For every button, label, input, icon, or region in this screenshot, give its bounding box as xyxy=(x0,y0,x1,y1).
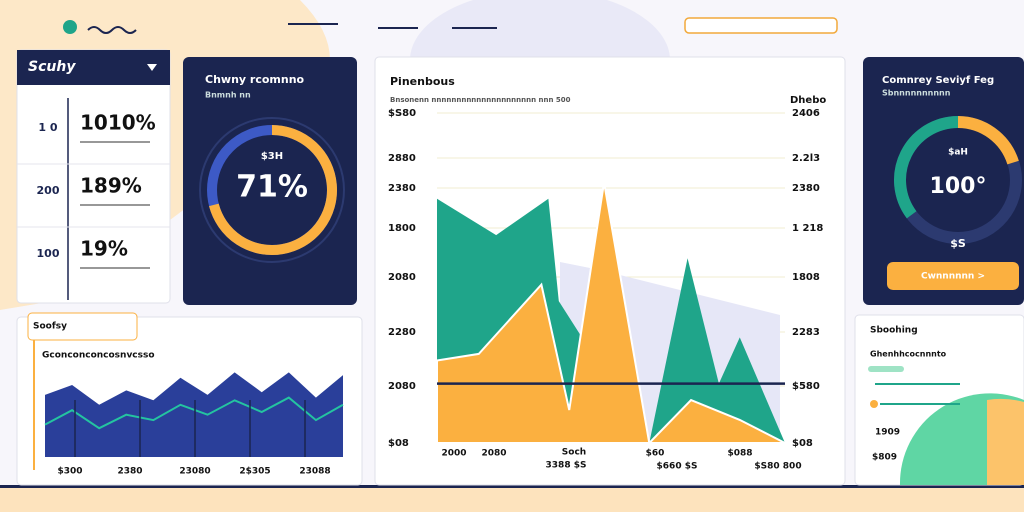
label: 2080 xyxy=(388,381,416,392)
label: 2080 xyxy=(388,272,416,283)
donut-ring xyxy=(199,117,345,263)
label: 71% xyxy=(236,170,308,205)
card xyxy=(863,57,1024,305)
label: $809 xyxy=(872,453,897,463)
label: Gconconconcosnvcsso xyxy=(42,351,155,361)
search-box[interactable] xyxy=(684,17,838,34)
label: $580 xyxy=(792,381,820,392)
label: 2380 xyxy=(388,183,416,194)
dropdown-arrow[interactable] xyxy=(147,64,157,71)
card-header xyxy=(17,50,170,85)
label: Cwnnnnnn > xyxy=(921,272,985,282)
label: $60 xyxy=(646,449,665,459)
label: Sbnnnnnnnnnn xyxy=(882,89,951,98)
label: 2.2l3 xyxy=(792,153,820,164)
label: 1800 xyxy=(388,223,416,234)
label: 2000 xyxy=(441,449,466,459)
label: 200 xyxy=(37,184,60,197)
label: $08 xyxy=(388,438,409,449)
bar xyxy=(868,366,904,372)
label: Comnrey Seviyf Feg xyxy=(882,75,994,86)
label: Pinenbous xyxy=(390,75,455,88)
donut-arc xyxy=(209,125,337,255)
label: Bnsonenn nnnnnnnnnnnnnnnnnnnnn nnn 500 xyxy=(390,96,571,104)
label: $088 xyxy=(727,449,752,459)
label: 1010% xyxy=(80,111,156,135)
label: 23080 xyxy=(179,467,210,477)
button[interactable] xyxy=(887,262,1019,290)
footer-band xyxy=(0,486,1024,512)
area xyxy=(45,372,343,457)
label: 1 0 xyxy=(38,121,57,134)
gauge-arc xyxy=(894,116,959,219)
label: Soofsy xyxy=(33,322,67,332)
label: 23088 xyxy=(299,467,330,477)
label: 100 xyxy=(37,247,60,260)
label: 3388 $S xyxy=(546,461,587,471)
label: 2$305 xyxy=(239,467,270,477)
label: Chwny rcomnno xyxy=(205,73,305,86)
label: 1909 xyxy=(875,428,900,438)
area xyxy=(436,182,786,446)
gauge-arc xyxy=(957,116,1019,165)
label: Bnmnh nn xyxy=(205,91,251,100)
label: 100° xyxy=(930,174,987,199)
tab xyxy=(27,312,138,341)
label: $S xyxy=(950,237,966,250)
label: Soch xyxy=(562,448,586,458)
label: 1808 xyxy=(792,272,820,283)
label: $S80 800 xyxy=(754,462,801,472)
label: 2406 xyxy=(792,108,820,119)
label: Scuhy xyxy=(28,59,76,75)
label: $300 xyxy=(57,467,82,477)
label: 2380 xyxy=(117,467,142,477)
label: 2380 xyxy=(792,183,820,194)
nav-item[interactable] xyxy=(87,26,137,34)
label: 1 218 xyxy=(792,223,823,234)
label: 189% xyxy=(80,174,142,198)
label: 2080 xyxy=(481,449,506,459)
label: $S80 xyxy=(388,108,416,119)
logo xyxy=(63,20,77,34)
label: 2280 xyxy=(388,327,416,338)
label: $08 xyxy=(792,438,813,449)
bullet xyxy=(870,400,878,408)
label: Sboohing xyxy=(870,326,918,336)
label: $aH xyxy=(948,148,968,158)
footer-line xyxy=(0,485,1024,488)
line xyxy=(44,396,344,430)
card xyxy=(183,57,357,305)
label: $660 $S xyxy=(657,462,698,472)
label: 2880 xyxy=(388,153,416,164)
label: 19% xyxy=(80,237,128,261)
label: 2283 xyxy=(792,327,820,338)
label: Ghenhhcocnnnto xyxy=(870,350,947,359)
pie xyxy=(987,398,1024,485)
label: $3H xyxy=(261,151,283,162)
label: Dhebo xyxy=(790,95,826,106)
